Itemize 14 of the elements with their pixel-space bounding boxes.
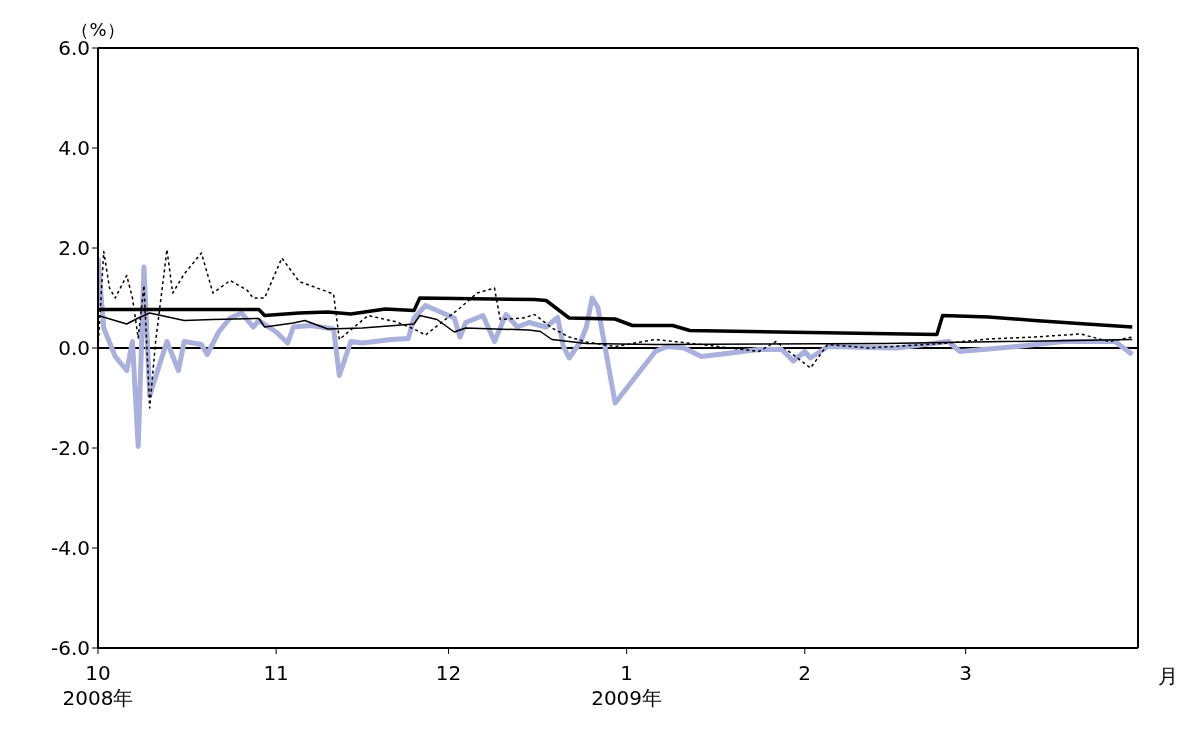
x-axis-title: 月: [1158, 664, 1178, 688]
y-tick-label: -2.0: [50, 436, 90, 461]
x-tick-label: 12: [435, 661, 462, 685]
x-tick-label: 2: [798, 661, 812, 685]
x-tick-label: 3: [959, 661, 972, 685]
y-tick-label: 0.0: [58, 336, 90, 361]
x-tick-label: 1 2009年: [591, 661, 663, 710]
y-tick-label: 4.0: [58, 136, 90, 161]
y-tick-label: 2.0: [58, 236, 90, 261]
x-tick-label: 11: [263, 661, 289, 685]
x-tick-label: 10 2008年: [62, 661, 134, 710]
y-axis-title: （%）: [71, 19, 125, 40]
y-tick-label: -4.0: [50, 536, 90, 561]
y-tick-label: -6.0: [50, 636, 90, 661]
